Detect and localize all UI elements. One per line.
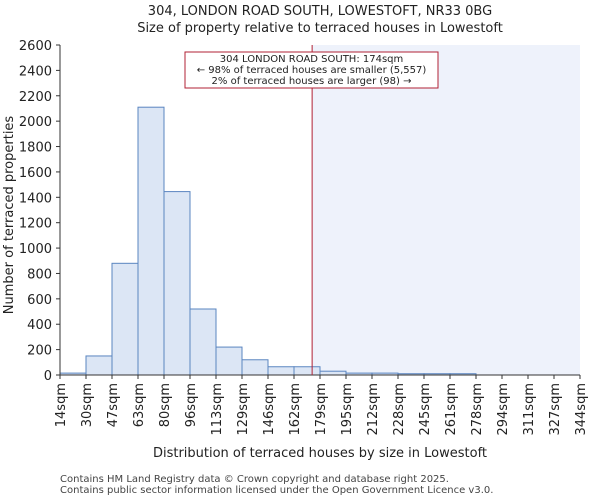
footer-line-2: Contains public sector information licen…: [60, 485, 494, 496]
y-tick-label: 2400: [19, 64, 52, 79]
x-tick-label: 245sqm: [418, 383, 433, 436]
y-tick-label: 2200: [19, 90, 52, 105]
y-tick-label: 0: [44, 369, 52, 384]
annotation-line-2: ← 98% of terraced houses are smaller (5,…: [197, 65, 427, 76]
x-axis-label: Distribution of terraced houses by size …: [153, 446, 487, 461]
annotation-line-1: 304 LONDON ROAD SOUTH: 174sqm: [220, 54, 404, 65]
x-tick-label: 327sqm: [548, 383, 563, 436]
y-tick-label: 1200: [19, 217, 52, 232]
chart-subtitle: Size of property relative to terraced ho…: [137, 21, 503, 36]
x-tick-label: 195sqm: [340, 383, 355, 436]
y-tick-label: 800: [27, 267, 52, 282]
annotation-box: [184, 51, 439, 89]
x-tick-label: 162sqm: [288, 383, 303, 436]
x-tick-label: 96sqm: [184, 383, 199, 427]
x-tick-label: 63sqm: [132, 383, 147, 427]
x-tick-label: 278sqm: [470, 383, 485, 436]
x-tick-label: 179sqm: [314, 383, 329, 436]
x-tick-label: 228sqm: [392, 383, 407, 436]
y-tick-label: 1600: [19, 166, 52, 181]
x-tick-label: 14sqm: [54, 383, 69, 427]
x-tick-label: 146sqm: [262, 383, 277, 436]
chart-title: 304, LONDON ROAD SOUTH, LOWESTOFT, NR33 …: [148, 4, 492, 19]
x-tick-label: 129sqm: [236, 383, 251, 436]
y-tick-label: 2000: [19, 115, 52, 130]
x-tick-label: 80sqm: [158, 383, 173, 427]
y-tick-label: 1400: [19, 191, 52, 206]
bar-113sqm: [215, 346, 243, 376]
bar-96sqm: [189, 308, 217, 376]
footer-line-1: Contains HM Land Registry data © Crown c…: [60, 474, 449, 485]
x-tick-label: 294sqm: [496, 383, 511, 436]
x-tick-label: 30sqm: [80, 383, 95, 427]
x-axis: 14sqm 30sqm 47sqm 63sqm 80sqm 96sqm 113sqm 129s…: [54, 375, 589, 436]
x-tick-label: 344sqm: [574, 383, 589, 436]
y-tick-label: 600: [27, 293, 52, 308]
y-axis-label: Number of terraced properties: [2, 116, 17, 315]
x-tick-label: 113sqm: [210, 383, 225, 436]
y-tick-label: 400: [27, 318, 52, 333]
bar-47sqm: [111, 262, 139, 376]
larger-region-shade: [312, 45, 580, 375]
x-tick-label: 212sqm: [366, 383, 381, 436]
bars-group: [59, 106, 477, 376]
bar-80sqm: [163, 191, 191, 376]
bar-162sqm: [293, 366, 321, 376]
x-tick-label: 261sqm: [444, 383, 459, 436]
y-tick-label: 1800: [19, 141, 52, 156]
annotation-line-3: 2% of terraced houses are larger (98) →: [212, 76, 412, 87]
bar-63sqm: [137, 106, 165, 376]
x-tick-label: 311sqm: [522, 383, 537, 436]
bar-146sqm: [267, 366, 295, 376]
y-tick-label: 1000: [19, 242, 52, 257]
y-axis: 0 200 400 600 800 1000 1200 1400 1600 1800 2000 220…: [19, 39, 60, 384]
x-tick-label: 47sqm: [106, 383, 121, 427]
bar-30sqm: [85, 355, 113, 376]
bar-179sqm: [319, 370, 347, 376]
y-tick-label: 2600: [19, 39, 52, 54]
y-tick-label: 200: [27, 344, 52, 359]
bar-129sqm: [241, 359, 269, 376]
